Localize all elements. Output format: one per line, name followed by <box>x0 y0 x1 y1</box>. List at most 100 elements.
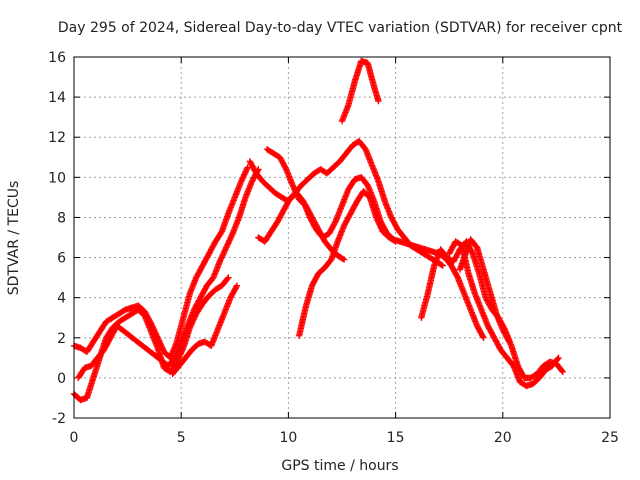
data-point <box>455 249 462 256</box>
data-point <box>401 235 409 242</box>
data-point <box>534 369 542 376</box>
data-point <box>267 148 274 155</box>
data-point <box>558 367 566 374</box>
data-point <box>128 334 136 341</box>
data-point <box>233 283 240 291</box>
data-point <box>515 364 522 371</box>
data-point <box>204 340 211 347</box>
data-point <box>90 359 98 366</box>
data-point <box>345 186 352 193</box>
data-point <box>86 344 93 352</box>
data-point <box>127 333 134 340</box>
data-point <box>251 172 258 180</box>
data-point <box>386 234 393 241</box>
data-point <box>178 347 186 354</box>
data-point <box>460 289 467 296</box>
x-axis-label: GPS time / hours <box>281 458 398 474</box>
x-tick-label: 10 <box>279 430 297 446</box>
data-point <box>97 327 104 334</box>
data-point <box>113 322 121 329</box>
data-point <box>337 156 344 164</box>
data-point <box>209 289 216 296</box>
data-point <box>126 312 133 319</box>
data-point <box>453 251 461 259</box>
data-point <box>118 316 125 324</box>
data-point <box>443 254 451 261</box>
data-point <box>415 247 422 254</box>
data-point <box>322 239 329 246</box>
data-point <box>332 162 339 169</box>
data-point <box>255 234 262 241</box>
data-point <box>205 292 213 299</box>
data-point <box>516 378 524 386</box>
data-point <box>310 222 318 229</box>
data-point <box>296 184 303 191</box>
data-point <box>191 343 199 350</box>
data-point <box>310 279 317 287</box>
data-point <box>417 248 425 256</box>
data-point <box>360 188 367 195</box>
data-point <box>555 362 562 370</box>
y-tick-label: 12 <box>48 130 66 146</box>
data-point <box>452 254 459 261</box>
data-point <box>447 261 454 268</box>
data-point <box>338 155 345 163</box>
data-point <box>201 298 208 305</box>
data-point <box>168 366 176 373</box>
data-point <box>470 315 478 322</box>
data-point <box>388 235 395 243</box>
data-point <box>536 367 544 374</box>
data-point <box>250 174 258 181</box>
data-point <box>297 194 304 202</box>
data-point <box>123 330 131 337</box>
data-point <box>346 145 354 152</box>
data-point <box>506 358 513 365</box>
data-point <box>473 243 480 250</box>
data-point <box>400 233 407 240</box>
data-point <box>442 252 449 259</box>
data-point <box>203 255 210 263</box>
data-point <box>281 163 288 170</box>
data-point <box>198 293 205 300</box>
data-point <box>307 173 315 180</box>
data-point <box>327 227 334 234</box>
data-point <box>206 249 213 256</box>
data-point <box>311 277 318 284</box>
data-point <box>266 230 273 238</box>
data-point <box>197 266 204 273</box>
data-point <box>167 360 174 367</box>
data-point <box>275 215 283 222</box>
data-point <box>531 378 539 386</box>
data-point <box>275 153 282 160</box>
data-point <box>154 334 161 341</box>
data-point <box>345 214 352 221</box>
data-point <box>104 339 111 347</box>
data-point <box>269 187 276 194</box>
data-point <box>177 360 185 367</box>
data-point <box>375 97 382 105</box>
data-point <box>467 306 474 313</box>
data-point <box>103 341 111 348</box>
y-tick-label: 2 <box>57 331 66 347</box>
data-point <box>157 356 164 364</box>
data-point <box>337 254 344 261</box>
data-point <box>195 306 202 314</box>
data-point <box>350 177 358 184</box>
data-point <box>118 326 126 333</box>
data-point <box>553 356 560 364</box>
data-point <box>321 168 328 175</box>
data-point <box>270 188 277 195</box>
data-point <box>425 253 432 260</box>
data-point <box>537 373 544 380</box>
data-point <box>149 324 157 332</box>
data-point <box>122 329 129 336</box>
data-point <box>170 369 177 376</box>
series-track-d <box>169 282 241 378</box>
data-point <box>318 166 325 174</box>
data-point <box>333 251 340 258</box>
data-point <box>198 263 206 271</box>
data-point <box>164 367 172 374</box>
data-point <box>397 229 404 237</box>
data-point <box>130 309 137 317</box>
data-point <box>305 175 312 182</box>
